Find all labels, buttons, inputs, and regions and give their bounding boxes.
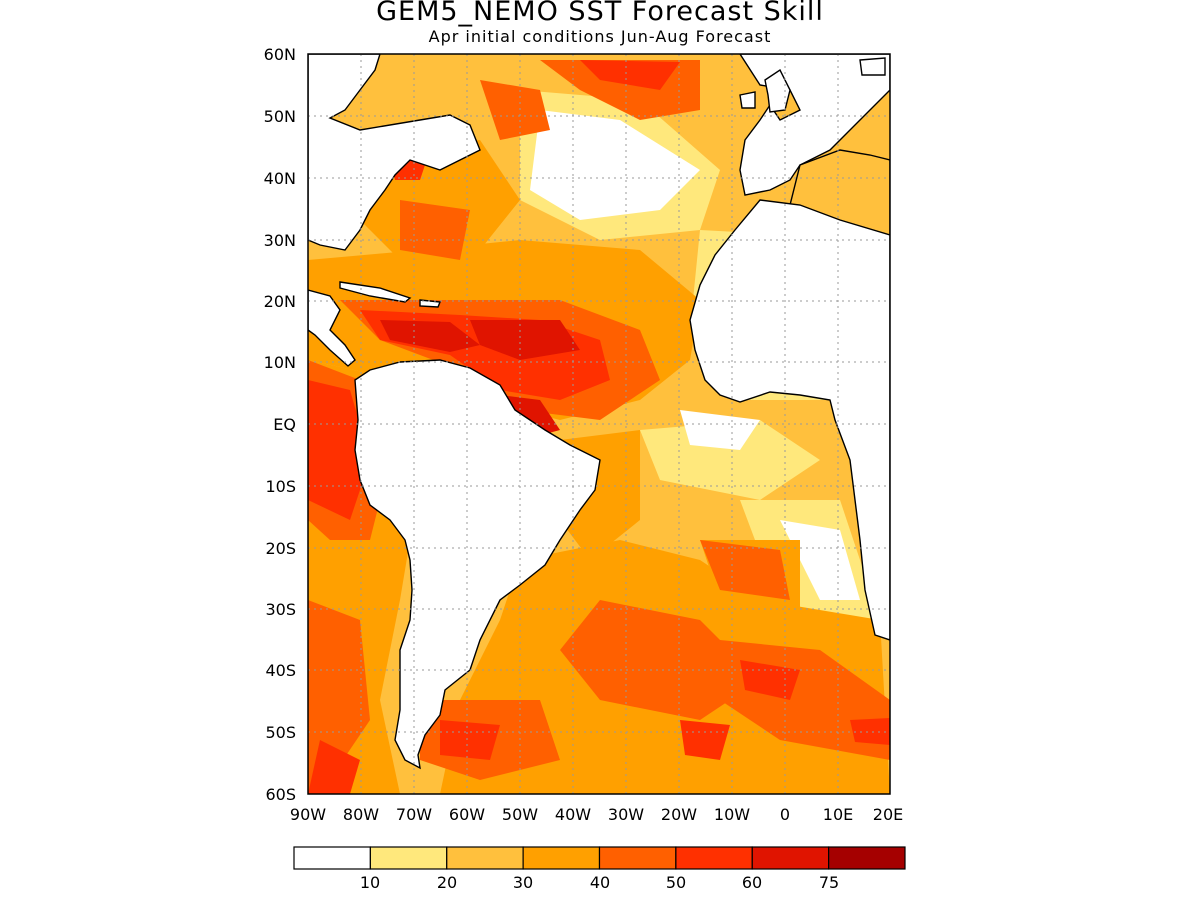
lat-label: 50S	[265, 723, 296, 742]
colorbar-label: 60	[742, 873, 762, 892]
lat-label: 20N	[264, 292, 296, 311]
colorbar-swatch	[369, 846, 448, 870]
map-subtitle: Apr initial conditions Jun-Aug Forecast	[428, 27, 772, 46]
lon-label: 50W	[502, 805, 538, 824]
lat-label: EQ	[273, 415, 296, 434]
lat-label: 60N	[264, 45, 296, 64]
lat-label: 60S	[265, 785, 296, 804]
lon-label: 60W	[449, 805, 485, 824]
lon-label: 20W	[661, 805, 697, 824]
lon-label: 40W	[555, 805, 591, 824]
lon-label: 80W	[343, 805, 379, 824]
colorbar-swatch	[598, 846, 677, 870]
colorbar-swatch	[751, 846, 830, 870]
lat-label: 10S	[265, 477, 296, 496]
lat-axis: 60N 50N 40N 30N 20N 10N EQ 10S 20S 30S 4…	[264, 45, 296, 804]
lat-label: 40N	[264, 169, 296, 188]
lon-axis: 90W 80W 70W 60W 50W 40W 30W 20W 10W 0 10…	[290, 805, 903, 824]
colorbar-swatch	[828, 846, 906, 870]
map-frame	[307, 53, 891, 795]
colorbar-label: 20	[437, 873, 457, 892]
map-title: GEM5_NEMO SST Forecast Skill	[376, 0, 824, 27]
colorbar-label: 40	[590, 873, 610, 892]
graticule	[308, 54, 890, 794]
lat-label: 50N	[264, 107, 296, 126]
land-masses	[308, 54, 890, 770]
lat-label: 10N	[264, 353, 296, 372]
lat-label: 20S	[265, 539, 296, 558]
colorbar-label: 75	[819, 873, 839, 892]
colorbar-swatch	[446, 846, 524, 870]
colorbar-swatch	[293, 846, 371, 870]
lon-label: 0	[780, 805, 790, 824]
skill-field	[308, 54, 890, 794]
lat-label: 40S	[265, 661, 296, 680]
lon-label: 20E	[873, 805, 903, 824]
colorbar-label: 30	[513, 873, 533, 892]
lon-label: 10E	[823, 805, 853, 824]
colorbar-label: 50	[666, 873, 686, 892]
lat-label: 30N	[264, 231, 296, 250]
lon-label: 30W	[608, 805, 644, 824]
colorbar: 10 20 30 40 50 60 75	[293, 846, 906, 892]
colorbar-swatch	[675, 846, 753, 870]
lon-label: 10W	[714, 805, 750, 824]
lon-label: 70W	[396, 805, 432, 824]
colorbar-swatch	[522, 846, 601, 870]
colorbar-label: 10	[360, 873, 380, 892]
lat-label: 30S	[265, 600, 296, 619]
lon-label: 90W	[290, 805, 326, 824]
